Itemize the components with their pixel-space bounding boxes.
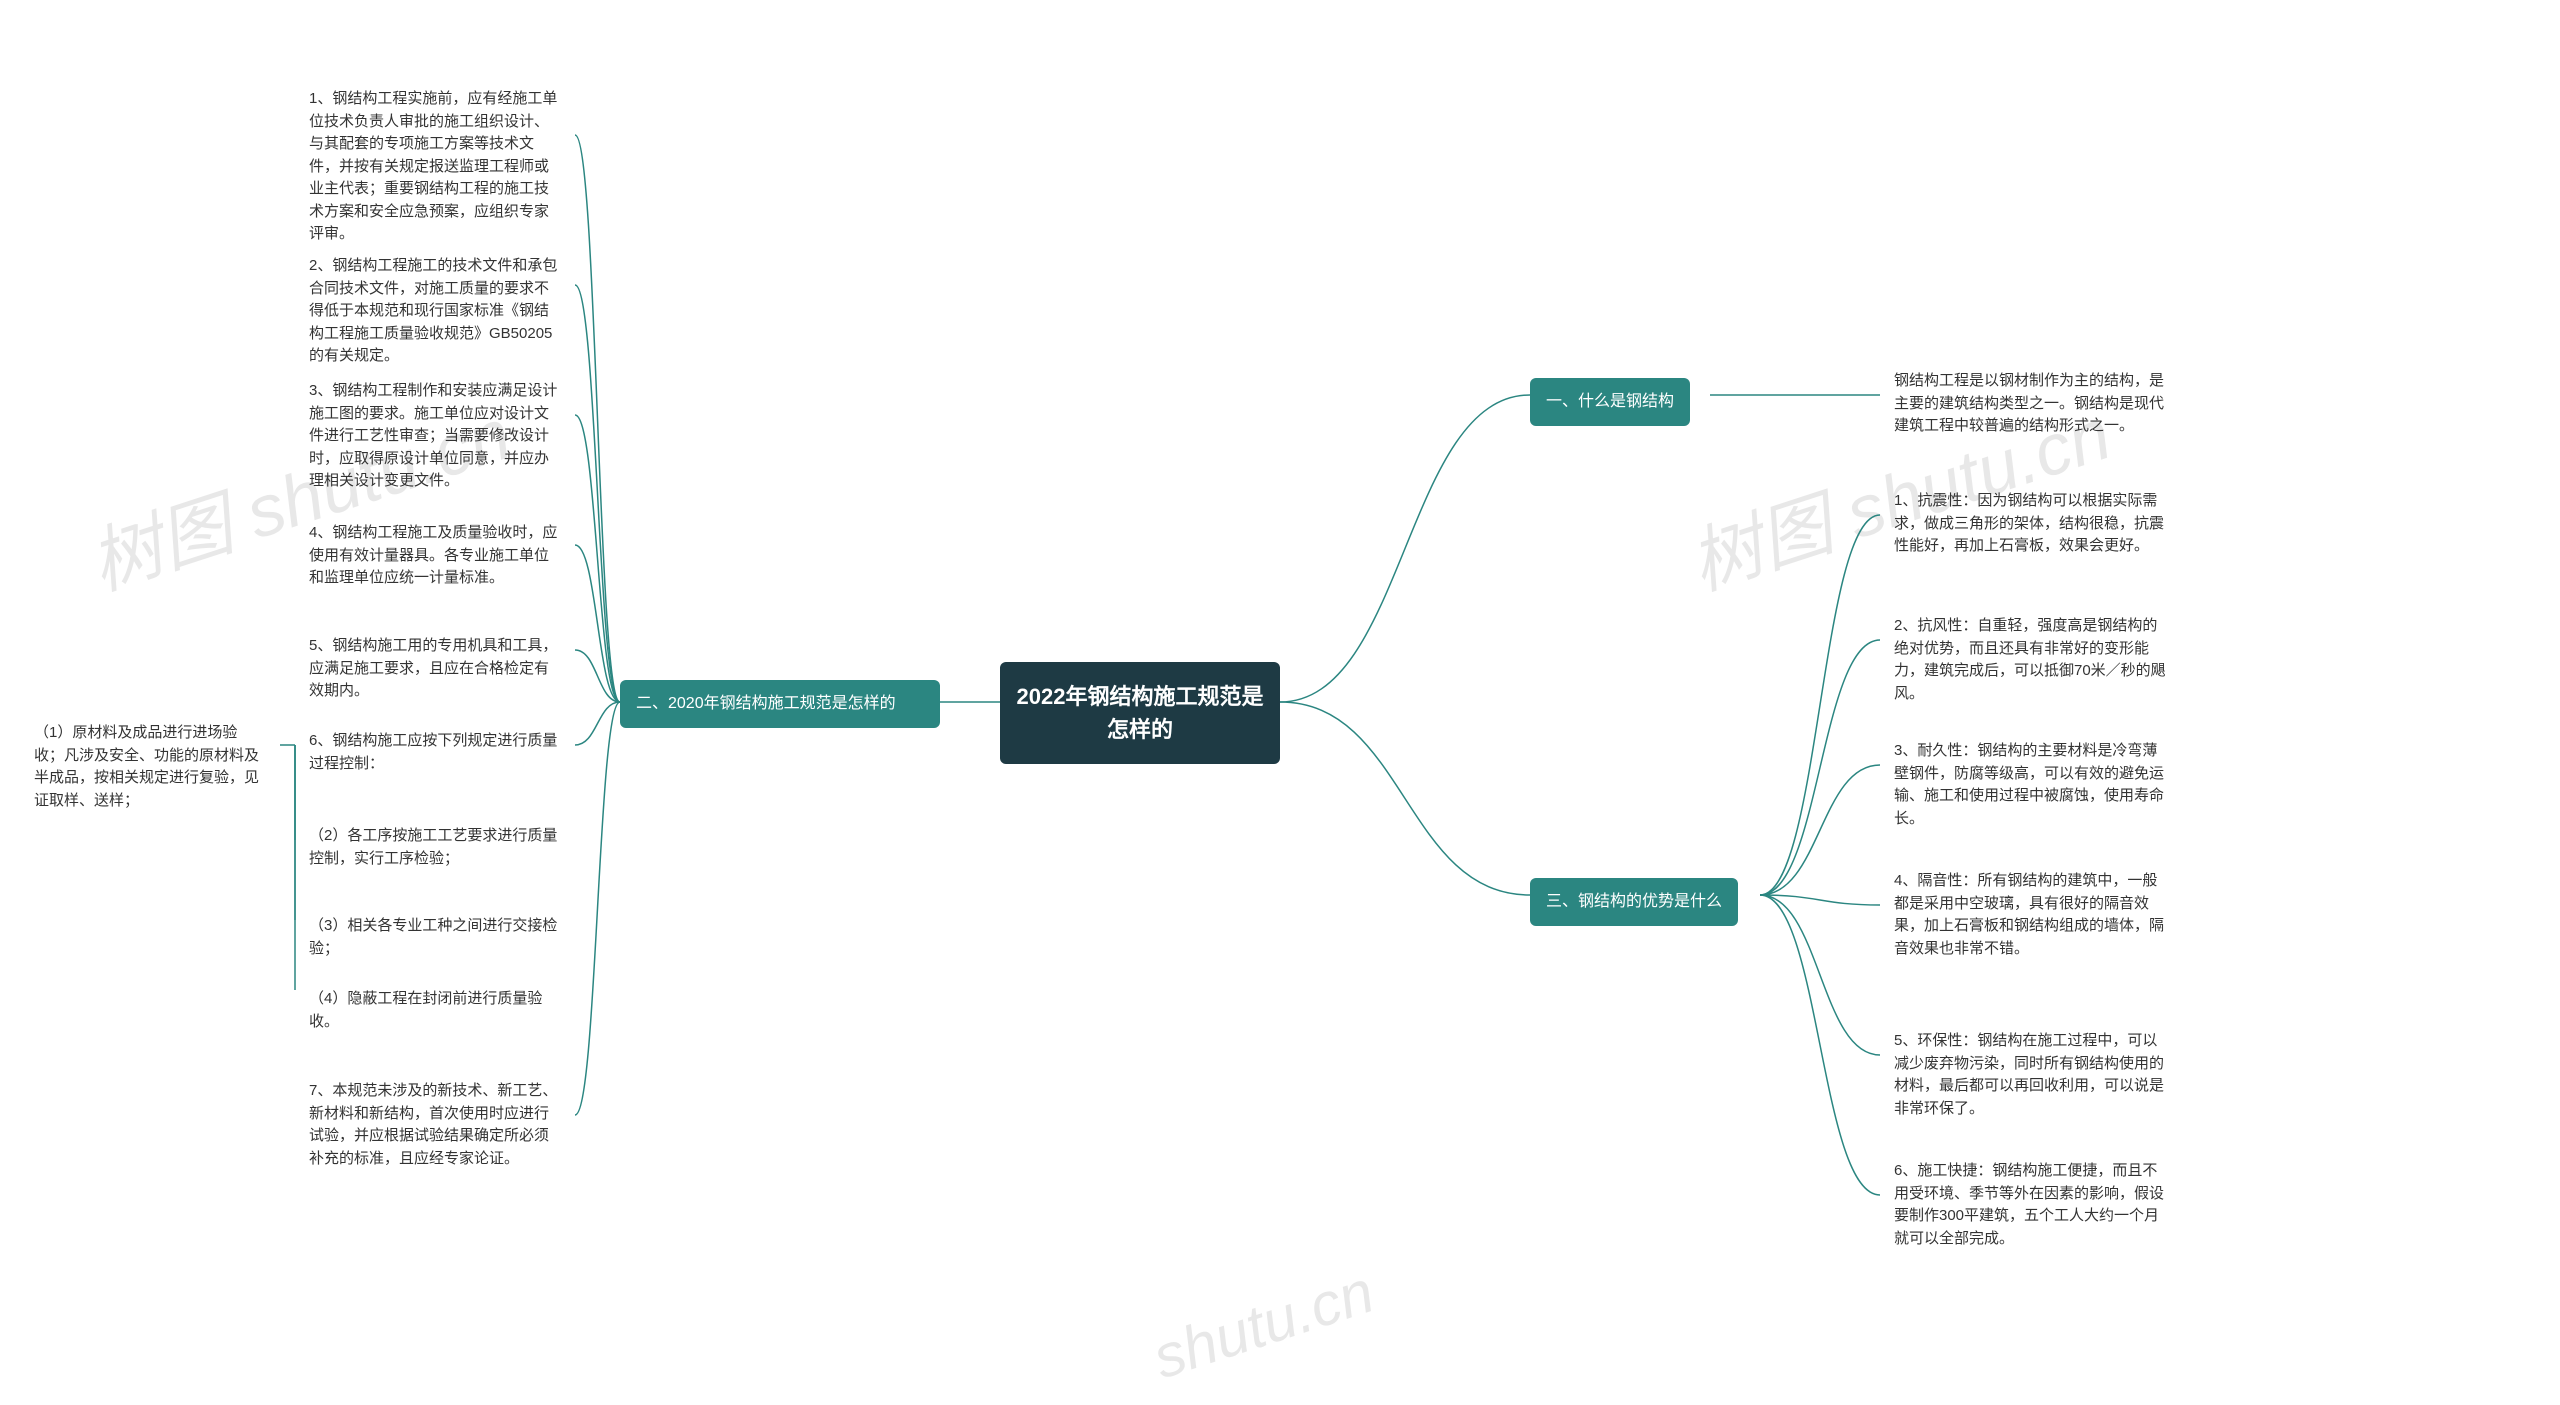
- leaf-node: 4、钢结构工程施工及质量验收时，应使用有效计量器具。各专业施工单位和监理单位应统…: [295, 512, 575, 600]
- leaf-node: 3、钢结构工程制作和安装应满足设计施工图的要求。施工单位应对设计文件进行工艺性审…: [295, 370, 575, 503]
- category-node-3[interactable]: 三、钢结构的优势是什么: [1530, 878, 1738, 926]
- leaf-node: （3）相关各专业工种之间进行交接检验；: [295, 905, 575, 970]
- category-node-2[interactable]: 二、2020年钢结构施工规范是怎样的: [620, 680, 940, 728]
- leaf-node: 5、环保性：钢结构在施工过程中，可以减少废弃物污染，同时所有钢结构使用的材料，最…: [1880, 1020, 2180, 1130]
- leaf-node: 1、钢结构工程实施前，应有经施工单位技术负责人审批的施工组织设计、与其配套的专项…: [295, 78, 575, 256]
- leaf-node: （1）原材料及成品进行进场验收；凡涉及安全、功能的原材料及半成品，按相关规定进行…: [20, 712, 280, 822]
- leaf-node: 3、耐久性：钢结构的主要材料是冷弯薄壁钢件，防腐等级高，可以有效的避免运输、施工…: [1880, 730, 2180, 840]
- leaf-node: （2）各工序按施工工艺要求进行质量控制，实行工序检验；: [295, 815, 575, 880]
- leaf-node: 4、隔音性：所有钢结构的建筑中，一般都是采用中空玻璃，具有很好的隔音效果，加上石…: [1880, 860, 2180, 970]
- leaf-node: 5、钢结构施工用的专用机具和工具，应满足施工要求，且应在合格检定有效期内。: [295, 625, 575, 713]
- leaf-node: 6、施工快捷：钢结构施工便捷，而且不用受环境、季节等外在因素的影响，假设要制作3…: [1880, 1150, 2180, 1260]
- leaf-node: 6、钢结构施工应按下列规定进行质量过程控制：: [295, 720, 575, 785]
- leaf-node: 2、抗风性：自重轻，强度高是钢结构的绝对优势，而且还具有非常好的变形能力，建筑完…: [1880, 605, 2180, 715]
- root-node[interactable]: 2022年钢结构施工规范是怎样的: [1000, 662, 1280, 764]
- watermark: shutu.cn: [1145, 1257, 1382, 1393]
- leaf-node: 2、钢结构工程施工的技术文件和承包合同技术文件，对施工质量的要求不得低于本规范和…: [295, 245, 575, 378]
- leaf-node: 钢结构工程是以钢材制作为主的结构，是主要的建筑结构类型之一。钢结构是现代建筑工程…: [1880, 360, 2180, 448]
- category-node-1[interactable]: 一、什么是钢结构: [1530, 378, 1690, 426]
- leaf-node: （4）隐蔽工程在封闭前进行质量验收。: [295, 978, 575, 1043]
- leaf-node: 7、本规范未涉及的新技术、新工艺、新材料和新结构，首次使用时应进行试验，并应根据…: [295, 1070, 575, 1180]
- leaf-node: 1、抗震性：因为钢结构可以根据实际需求，做成三角形的架体，结构很稳，抗震性能好，…: [1880, 480, 2180, 568]
